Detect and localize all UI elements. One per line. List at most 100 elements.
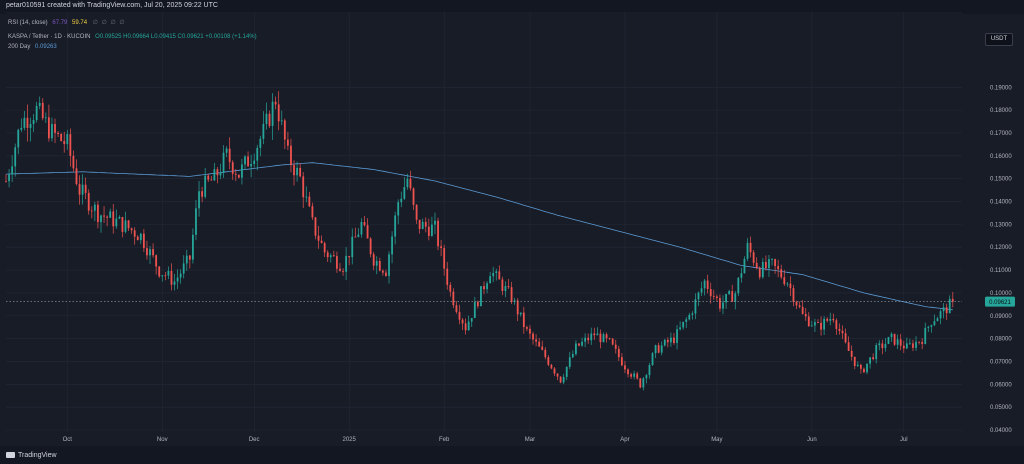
candle-body <box>814 322 816 326</box>
candle-body <box>152 249 154 256</box>
candle-body <box>620 357 623 366</box>
candle-body <box>17 129 20 148</box>
candle-body <box>933 321 936 326</box>
candle-body <box>820 322 822 330</box>
candle-body <box>673 337 675 344</box>
candle-body <box>179 273 182 278</box>
candle-body <box>838 328 841 331</box>
candle-body <box>112 211 115 227</box>
symbol-legend[interactable]: KASPA / Tether · 1D · KUCOIN O0.09525 H0… <box>8 34 257 40</box>
y-tick-label: 0.12000 <box>990 245 1012 251</box>
candle-body <box>207 175 210 180</box>
x-tick-label: May <box>711 437 722 443</box>
candle-body <box>783 277 786 285</box>
candle-body <box>559 376 562 383</box>
candle-body <box>924 327 927 344</box>
candle-body <box>412 188 415 205</box>
candle-body <box>434 220 436 225</box>
candle-body <box>884 343 887 349</box>
candle-body <box>424 221 427 227</box>
candle-body <box>8 174 10 182</box>
candle-body <box>939 311 942 319</box>
candle-body <box>26 117 29 128</box>
rsi-legend[interactable]: RSI (14, close) 67.79 59.74 ∅ ∅ ∅ ∅ <box>8 19 126 26</box>
candle-body <box>440 246 443 249</box>
candle-body <box>568 357 571 367</box>
candle-body <box>758 268 761 278</box>
candle-body <box>584 337 587 342</box>
candle-body <box>308 196 311 207</box>
candle-body <box>115 218 118 227</box>
candle-body <box>188 255 191 260</box>
candle-body <box>599 333 602 343</box>
candle-body <box>60 134 63 141</box>
candle-body <box>473 301 476 319</box>
candle-body <box>670 337 672 343</box>
candle-body <box>869 357 871 364</box>
candle-body <box>198 191 200 209</box>
candle-body <box>752 252 755 263</box>
candle-body <box>41 102 44 119</box>
candle-body <box>323 243 326 253</box>
candle-body <box>547 357 550 365</box>
candle-body <box>38 102 41 106</box>
candle-body <box>418 219 421 229</box>
candle-body <box>608 338 611 340</box>
candle-body <box>728 291 731 295</box>
candle-body <box>182 263 185 274</box>
candle-body <box>237 174 240 178</box>
candle-body <box>161 275 164 277</box>
currency-button[interactable]: USDT <box>985 33 1013 46</box>
candle-body <box>841 330 844 334</box>
candle-body <box>850 350 853 357</box>
candle-body <box>253 160 256 165</box>
rsi-label: RSI (14, close) <box>8 20 48 26</box>
candle-body <box>853 356 856 366</box>
candle-body <box>636 373 639 379</box>
x-tick-label: Nov <box>157 437 168 443</box>
candle-body <box>562 376 565 383</box>
candle-body <box>35 105 38 121</box>
candle-body <box>774 259 776 267</box>
candle-body <box>535 339 537 342</box>
candle-body <box>605 334 608 339</box>
candle-body <box>90 210 93 212</box>
candle-body <box>875 345 878 360</box>
candle-body <box>155 255 158 267</box>
candle-body <box>590 333 593 341</box>
candle-body <box>930 325 933 327</box>
candle-body <box>302 176 305 198</box>
y-tick-label: 0.09000 <box>990 314 1012 320</box>
candle-body <box>863 368 865 373</box>
candle-body <box>501 279 504 291</box>
candle-body <box>381 270 384 273</box>
candle-body <box>700 288 703 293</box>
y-tick-label: 0.05000 <box>990 405 1012 411</box>
candle-body <box>378 260 381 271</box>
candle-body <box>715 296 718 299</box>
candle-body <box>345 255 348 272</box>
candle-body <box>835 320 838 329</box>
candle-body <box>461 319 464 324</box>
candle-body <box>749 242 752 253</box>
candle-body <box>593 333 596 336</box>
candle-body <box>274 101 277 105</box>
candle-body <box>768 259 770 269</box>
candle-body <box>755 262 758 269</box>
last-price-marker: 0.09621 <box>6 296 1015 307</box>
candle-body <box>642 378 645 388</box>
candle-body <box>927 326 930 328</box>
y-tick-label: 0.07000 <box>990 359 1012 365</box>
candle-body <box>565 366 568 377</box>
candle-body <box>795 301 798 306</box>
candle-body <box>452 291 455 306</box>
candle-body <box>93 204 96 211</box>
x-tick-label: Feb <box>439 437 450 443</box>
ma-legend[interactable]: 200 Day 0.09263 <box>8 44 57 50</box>
candle-body <box>921 341 924 344</box>
y-axis: 0.19000 0.18000 0.17000 0.16000 0.15000 0.140… <box>990 85 1012 434</box>
candle-body <box>397 202 400 216</box>
candle-body <box>357 234 360 237</box>
candle-body <box>136 236 139 241</box>
